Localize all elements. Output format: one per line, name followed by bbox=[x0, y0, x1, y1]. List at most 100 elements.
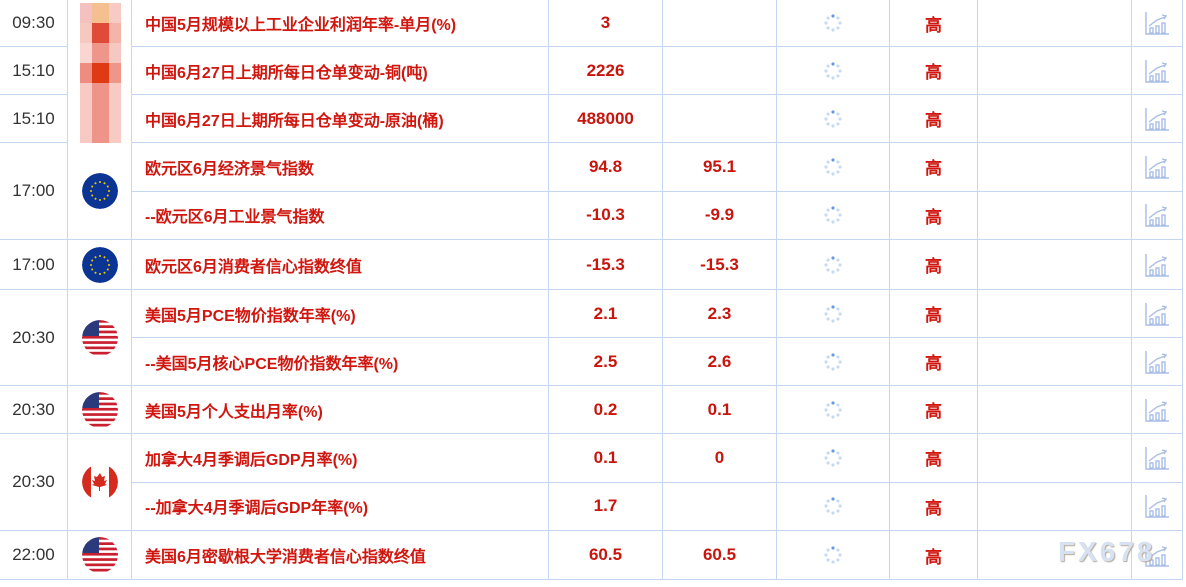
loading-spinner-icon bbox=[777, 482, 890, 531]
time-cell: 17:00 bbox=[0, 143, 68, 240]
importance-badge: 高 bbox=[890, 240, 978, 290]
actual-value: 0.1 bbox=[549, 434, 663, 483]
chart-icon[interactable] bbox=[1132, 191, 1183, 240]
actual-value: -15.3 bbox=[549, 240, 663, 290]
time-cell: 15:10 bbox=[0, 95, 68, 143]
chart-icon[interactable] bbox=[1132, 143, 1183, 192]
loading-spinner-icon bbox=[777, 434, 890, 483]
us-flag-icon bbox=[81, 537, 118, 573]
actual-value: 2.5 bbox=[549, 338, 663, 386]
flag-cell bbox=[68, 0, 132, 47]
event-name-link[interactable]: 美国5月PCE物价指数年率(%) bbox=[132, 290, 549, 338]
actual-value: 60.5 bbox=[549, 531, 663, 580]
empty-cell bbox=[978, 143, 1132, 192]
previous-value: 2.6 bbox=[663, 338, 777, 386]
flag-cell bbox=[68, 240, 132, 290]
us-flag-icon bbox=[81, 391, 118, 428]
watermark: FX678 bbox=[1058, 536, 1156, 567]
flag-cell bbox=[68, 95, 132, 143]
chart-icon[interactable] bbox=[1132, 482, 1183, 531]
chart-icon[interactable] bbox=[1132, 531, 1183, 580]
previous-value: -9.9 bbox=[663, 191, 777, 240]
loading-spinner-icon bbox=[777, 290, 890, 338]
flag-cell bbox=[68, 47, 132, 95]
previous-value: 0 bbox=[663, 434, 777, 483]
time-cell: 20:30 bbox=[0, 386, 68, 434]
us-flag-icon bbox=[81, 319, 118, 356]
chart-icon[interactable] bbox=[1132, 434, 1183, 483]
event-name-link[interactable]: --欧元区6月工业景气指数 bbox=[132, 191, 549, 240]
chart-icon[interactable] bbox=[1132, 338, 1183, 386]
loading-spinner-icon bbox=[777, 531, 890, 580]
time-cell: 09:30 bbox=[0, 0, 68, 47]
empty-cell bbox=[978, 290, 1132, 338]
importance-badge: 高 bbox=[890, 47, 978, 95]
previous-value: 2.3 bbox=[663, 290, 777, 338]
importance-badge: 高 bbox=[890, 0, 978, 47]
importance-badge: 高 bbox=[890, 434, 978, 483]
chart-icon[interactable] bbox=[1132, 0, 1183, 47]
event-name-link[interactable]: 欧元区6月消费者信心指数终值 bbox=[132, 240, 549, 290]
chart-icon[interactable] bbox=[1132, 240, 1183, 290]
actual-value: 2226 bbox=[549, 47, 663, 95]
importance-badge: 高 bbox=[890, 482, 978, 531]
empty-cell bbox=[978, 434, 1132, 483]
actual-value: 2.1 bbox=[549, 290, 663, 338]
importance-badge: 高 bbox=[890, 386, 978, 434]
event-name-link[interactable]: --美国5月核心PCE物价指数年率(%) bbox=[132, 338, 549, 386]
previous-value bbox=[663, 95, 777, 143]
flag-cell bbox=[68, 434, 132, 531]
eu-flag-icon bbox=[81, 246, 118, 283]
previous-value: -15.3 bbox=[663, 240, 777, 290]
importance-badge: 高 bbox=[890, 338, 978, 386]
event-name-link[interactable]: 中国6月27日上期所每日仓单变动-原油(桶) bbox=[132, 95, 549, 143]
ca-flag-icon bbox=[81, 464, 118, 500]
previous-value bbox=[663, 47, 777, 95]
eu-flag-icon bbox=[81, 173, 118, 209]
actual-value: 3 bbox=[549, 0, 663, 47]
event-name-link[interactable]: 中国5月规模以上工业企业利润年率-单月(%) bbox=[132, 0, 549, 47]
actual-value: 94.8 bbox=[549, 143, 663, 192]
event-name-link[interactable]: 欧元区6月经济景气指数 bbox=[132, 143, 549, 192]
actual-value: 0.2 bbox=[549, 386, 663, 434]
time-cell: 17:00 bbox=[0, 240, 68, 290]
loading-spinner-icon bbox=[777, 95, 890, 143]
actual-value: 488000 bbox=[549, 95, 663, 143]
previous-value: 0.1 bbox=[663, 386, 777, 434]
event-name-link[interactable]: 美国6月密歇根大学消费者信心指数终值 bbox=[132, 531, 549, 580]
empty-cell bbox=[978, 0, 1132, 47]
chart-icon[interactable] bbox=[1132, 386, 1183, 434]
actual-value: 1.7 bbox=[549, 482, 663, 531]
chart-icon[interactable] bbox=[1132, 290, 1183, 338]
empty-cell bbox=[978, 240, 1132, 290]
chart-icon[interactable] bbox=[1132, 95, 1183, 143]
event-name-link[interactable]: 加拿大4月季调后GDP月率(%) bbox=[132, 434, 549, 483]
loading-spinner-icon bbox=[777, 143, 890, 192]
time-cell: 20:30 bbox=[0, 434, 68, 531]
empty-cell bbox=[978, 47, 1132, 95]
loading-spinner-icon bbox=[777, 338, 890, 386]
time-cell: 15:10 bbox=[0, 47, 68, 95]
importance-badge: 高 bbox=[890, 531, 978, 580]
importance-badge: 高 bbox=[890, 95, 978, 143]
event-name-link[interactable]: 美国5月个人支出月率(%) bbox=[132, 386, 549, 434]
empty-cell bbox=[978, 338, 1132, 386]
flag-cell bbox=[68, 386, 132, 434]
time-cell: 22:00 bbox=[0, 531, 68, 580]
loading-spinner-icon bbox=[777, 240, 890, 290]
importance-badge: 高 bbox=[890, 143, 978, 192]
empty-cell bbox=[978, 95, 1132, 143]
loading-spinner-icon bbox=[777, 0, 890, 47]
event-name-link[interactable]: 中国6月27日上期所每日仓单变动-铜(吨) bbox=[132, 47, 549, 95]
empty-cell bbox=[978, 482, 1132, 531]
flag-cell bbox=[68, 531, 132, 580]
actual-value: -10.3 bbox=[549, 191, 663, 240]
event-name-link[interactable]: --加拿大4月季调后GDP年率(%) bbox=[132, 482, 549, 531]
empty-cell bbox=[978, 191, 1132, 240]
previous-value: 95.1 bbox=[663, 143, 777, 192]
loading-spinner-icon bbox=[777, 386, 890, 434]
chart-icon[interactable] bbox=[1132, 47, 1183, 95]
loading-spinner-icon bbox=[777, 47, 890, 95]
time-cell: 20:30 bbox=[0, 290, 68, 386]
